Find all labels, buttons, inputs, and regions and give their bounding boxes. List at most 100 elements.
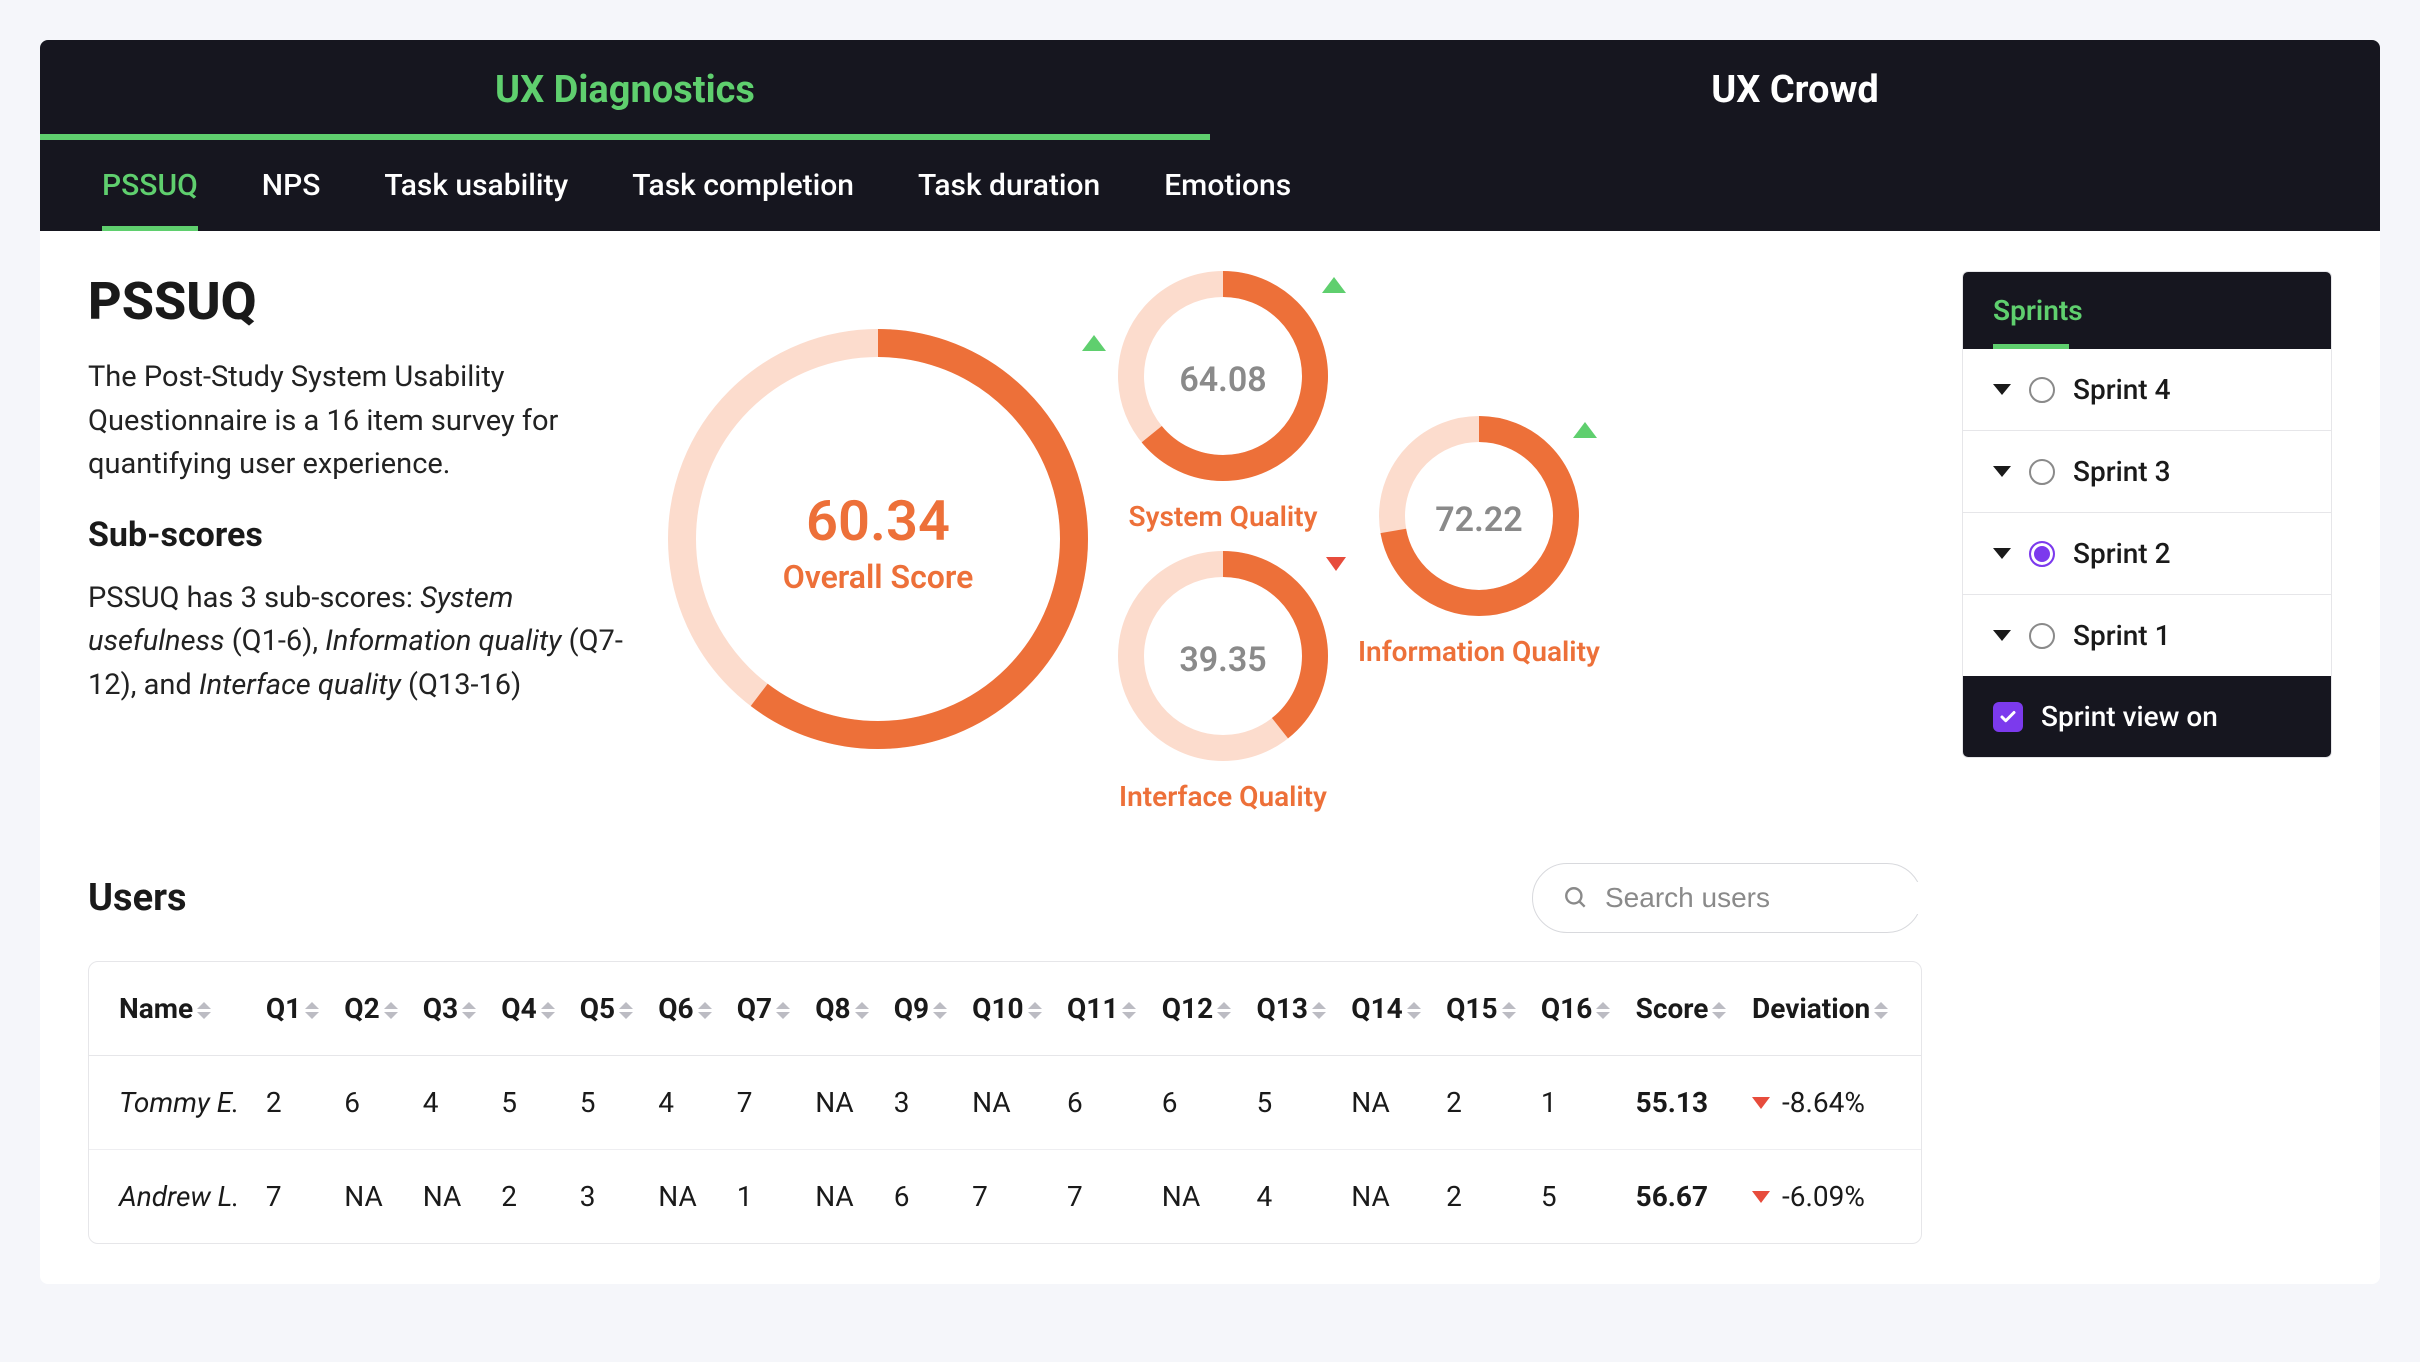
- gauge-system-quality: 64.08 System Quality: [1118, 271, 1328, 533]
- sprint-label: Sprint 1: [2073, 619, 2171, 652]
- trend-up-icon: [1573, 422, 1597, 438]
- col-q10[interactable]: Q10: [960, 962, 1055, 1056]
- trend-down-icon: [1752, 1097, 1770, 1109]
- q-cell: 5: [1529, 1150, 1624, 1244]
- col-q7[interactable]: Q7: [725, 962, 803, 1056]
- q-cell: 5: [568, 1056, 646, 1150]
- q-cell: 7: [725, 1056, 803, 1150]
- sprint-item-sprint-3[interactable]: Sprint 3: [1963, 431, 2331, 513]
- sprint-item-sprint-4[interactable]: Sprint 4: [1963, 349, 2331, 431]
- sort-icon: [1596, 1002, 1610, 1019]
- trend-down-icon: [1752, 1191, 1770, 1203]
- q-cell: NA: [646, 1150, 724, 1244]
- users-heading: Users: [88, 876, 187, 920]
- col-score[interactable]: Score: [1624, 962, 1740, 1056]
- trend-up-icon: [1082, 335, 1106, 351]
- q-cell: 6: [882, 1150, 960, 1244]
- sprint-label: Sprint 3: [2073, 455, 2171, 488]
- gauges-area: 60.34 Overall Score 64.08 System Quality…: [668, 271, 1922, 813]
- col-q2[interactable]: Q2: [332, 962, 410, 1056]
- col-deviation[interactable]: Deviation: [1740, 962, 1921, 1056]
- user-name: Tommy E.: [89, 1056, 254, 1150]
- col-q5[interactable]: Q5: [568, 962, 646, 1056]
- sprints-header[interactable]: Sprints: [1963, 272, 2331, 349]
- radio-icon: [2029, 459, 2055, 485]
- col-q13[interactable]: Q13: [1245, 962, 1340, 1056]
- table-row[interactable]: Andrew L.7NANA23NA1NA677NA4NA2556.67-6.0…: [89, 1150, 1921, 1244]
- tab-ux-crowd[interactable]: UX Crowd: [1210, 40, 2380, 140]
- q-cell: 3: [568, 1150, 646, 1244]
- sort-icon: [462, 1002, 476, 1019]
- q-cell: 2: [1434, 1150, 1529, 1244]
- table-row[interactable]: Tommy E.2645547NA3NA665NA2155.13-8.64%: [89, 1056, 1921, 1150]
- subtab-task-usability[interactable]: Task usability: [352, 140, 600, 231]
- trend-up-icon: [1322, 277, 1346, 293]
- col-q9[interactable]: Q9: [882, 962, 960, 1056]
- interface-quality-label: Interface Quality: [1119, 780, 1327, 813]
- page-description: The Post-Study System Usability Question…: [88, 356, 628, 487]
- subtab-emotions[interactable]: Emotions: [1132, 140, 1323, 231]
- search-users-box[interactable]: [1532, 863, 1922, 933]
- col-q6[interactable]: Q6: [646, 962, 724, 1056]
- radio-icon: [2029, 623, 2055, 649]
- col-q14[interactable]: Q14: [1339, 962, 1434, 1056]
- q-cell: NA: [803, 1150, 881, 1244]
- tab-ux-diagnostics[interactable]: UX Diagnostics: [40, 40, 1210, 140]
- subdesc: PSSUQ has 3 sub-scores: System usefulnes…: [88, 577, 628, 708]
- search-icon: [1563, 885, 1589, 911]
- sort-icon: [541, 1002, 555, 1019]
- q-cell: 1: [1529, 1056, 1624, 1150]
- score-cell: 56.67: [1624, 1150, 1740, 1244]
- subtab-pssuq[interactable]: PSSUQ: [70, 140, 230, 231]
- sprint-view-label: Sprint view on: [2041, 700, 2218, 733]
- q-cell: 7: [960, 1150, 1055, 1244]
- header: UX DiagnosticsUX Crowd PSSUQNPSTask usab…: [40, 40, 2380, 231]
- q-cell: 4: [1245, 1150, 1340, 1244]
- col-q8[interactable]: Q8: [803, 962, 881, 1056]
- q-cell: 7: [254, 1150, 332, 1244]
- sub-tabs: PSSUQNPSTask usabilityTask completionTas…: [40, 140, 2380, 231]
- q-cell: 3: [882, 1056, 960, 1150]
- gauge-information-quality: 72.22 Information Quality: [1358, 416, 1600, 668]
- sprint-view-toggle[interactable]: Sprint view on: [1963, 676, 2331, 757]
- sort-icon: [619, 1002, 633, 1019]
- subtab-task-completion[interactable]: Task completion: [600, 140, 886, 231]
- q-cell: 2: [489, 1150, 567, 1244]
- radio-icon: [2029, 541, 2055, 567]
- search-input[interactable]: [1605, 882, 1966, 914]
- chevron-down-icon: [1993, 466, 2011, 477]
- chevron-down-icon: [1993, 630, 2011, 641]
- sort-icon: [1874, 1002, 1888, 1019]
- sprints-header-label: Sprints: [1993, 294, 2083, 327]
- sprint-label: Sprint 4: [2073, 373, 2171, 406]
- sort-icon: [776, 1002, 790, 1019]
- q-cell: 6: [332, 1056, 410, 1150]
- col-q15[interactable]: Q15: [1434, 962, 1529, 1056]
- subtab-task-duration[interactable]: Task duration: [886, 140, 1132, 231]
- user-name: Andrew L.: [89, 1150, 254, 1244]
- q-cell: NA: [803, 1056, 881, 1150]
- col-q4[interactable]: Q4: [489, 962, 567, 1056]
- gauge-overall: 60.34 Overall Score: [668, 329, 1088, 756]
- information-quality-label: Information Quality: [1358, 635, 1600, 668]
- subtab-nps[interactable]: NPS: [230, 140, 353, 231]
- sort-icon: [1502, 1002, 1516, 1019]
- col-name[interactable]: Name: [89, 962, 254, 1056]
- col-q1[interactable]: Q1: [254, 962, 332, 1056]
- q-cell: 6: [1150, 1056, 1245, 1150]
- q-cell: NA: [1339, 1056, 1434, 1150]
- sort-icon: [1217, 1002, 1231, 1019]
- q-cell: 6: [1055, 1056, 1150, 1150]
- deviation-cell: -8.64%: [1740, 1056, 1921, 1150]
- col-q16[interactable]: Q16: [1529, 962, 1624, 1056]
- sprint-item-sprint-1[interactable]: Sprint 1: [1963, 595, 2331, 676]
- sprint-item-sprint-2[interactable]: Sprint 2: [1963, 513, 2331, 595]
- col-q3[interactable]: Q3: [411, 962, 489, 1056]
- radio-icon: [2029, 377, 2055, 403]
- col-q11[interactable]: Q11: [1055, 962, 1150, 1056]
- col-q12[interactable]: Q12: [1150, 962, 1245, 1056]
- top-tabs: UX DiagnosticsUX Crowd: [40, 40, 2380, 140]
- q-cell: NA: [1339, 1150, 1434, 1244]
- gauge-interface-quality: 39.35 Interface Quality: [1118, 551, 1328, 813]
- q-cell: NA: [411, 1150, 489, 1244]
